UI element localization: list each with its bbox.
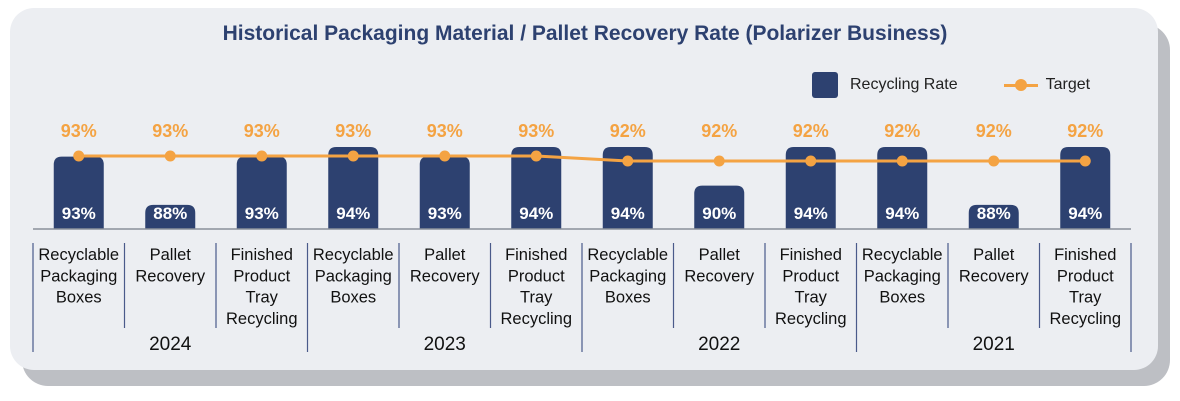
bar-value-label-4: 94% (336, 204, 370, 223)
category-label-9-line-1: Finished (780, 246, 842, 264)
bar-value-label-2: 88% (153, 204, 187, 223)
category-label-11-line-1: Pallet (973, 246, 1015, 264)
legend-swatch-recycling-rate (812, 72, 838, 98)
group-label-2021: 2021 (973, 334, 1015, 355)
target-value-label-10: 92% (884, 121, 920, 141)
bar-8 (694, 185, 745, 229)
legend: Recycling Rate Target (812, 72, 1090, 98)
chart-title: Historical Packaging Material / Pallet R… (222, 22, 948, 45)
category-label-4-line-3: Boxes (330, 289, 376, 307)
category-label-1-line-2: Packaging (40, 267, 117, 285)
target-point-12 (1079, 155, 1091, 167)
bar-5 (419, 156, 470, 229)
category-label-1-line-1: Recyclable (38, 246, 119, 264)
category-label-2-line-1: Pallet (150, 246, 192, 264)
legend-label-recycling-rate: Recycling Rate (850, 76, 958, 93)
target-value-label-4: 93% (335, 121, 371, 141)
category-label-6-line-3: Tray (520, 289, 553, 307)
category-label-6-line-1: Finished (505, 246, 567, 264)
target-value-label-11: 92% (976, 121, 1012, 141)
bar-2 (145, 204, 196, 229)
category-label-12-line-4: Recycling (1049, 310, 1121, 328)
category-label-2-line-2: Recovery (135, 267, 205, 285)
target-value-label-7: 92% (610, 121, 646, 141)
category-label-4-line-2: Packaging (315, 267, 392, 285)
target-point-5 (439, 150, 451, 162)
target-value-label-9: 92% (793, 121, 829, 141)
category-label-8-line-1: Pallet (699, 246, 741, 264)
legend-swatch-target (1003, 79, 1038, 91)
category-label-9-line-4: Recycling (775, 310, 847, 328)
category-label-3-line-3: Tray (246, 289, 279, 307)
category-label-1-line-3: Boxes (56, 289, 102, 307)
category-label-9-line-2: Product (782, 267, 839, 285)
target-point-2 (164, 150, 176, 162)
bar-value-label-5: 93% (428, 204, 462, 223)
category-label-7-line-1: Recyclable (587, 246, 668, 264)
target-line (78, 154, 1086, 163)
category-label-12-line-2: Product (1057, 267, 1114, 285)
bar-3 (236, 156, 287, 229)
category-label-3-line-4: Recycling (226, 310, 298, 328)
category-label-11-line-2: Recovery (959, 267, 1029, 285)
bar-10 (877, 147, 928, 229)
target-point-4 (347, 150, 359, 162)
category-label-8-line-2: Recovery (684, 267, 754, 285)
category-label-9-line-3: Tray (795, 289, 828, 307)
target-point-6 (530, 150, 542, 162)
group-label-2023: 2023 (424, 334, 466, 355)
bar-value-label-3: 93% (245, 204, 279, 223)
bar-value-label-12: 94% (1068, 204, 1102, 223)
category-label-5-line-2: Recovery (410, 267, 480, 285)
target-point-10 (896, 155, 908, 167)
category-label-7-line-2: Packaging (589, 267, 666, 285)
target-point-9 (805, 155, 817, 167)
bar-1 (53, 156, 104, 229)
category-label-3-line-1: Finished (231, 246, 293, 264)
target-value-label-6: 93% (518, 121, 554, 141)
category-label-10-line-3: Boxes (879, 289, 925, 307)
category-label-10-line-2: Packaging (864, 267, 941, 285)
target-value-label-5: 93% (427, 121, 463, 141)
bar-value-label-7: 94% (611, 204, 645, 223)
chart-card (10, 8, 1158, 370)
bar-11 (968, 204, 1019, 229)
bar-value-label-10: 94% (885, 204, 919, 223)
category-label-12-line-3: Tray (1069, 289, 1102, 307)
target-point-3 (256, 150, 268, 162)
category-label-12-line-1: Finished (1054, 246, 1116, 264)
target-value-label-12: 92% (1067, 121, 1103, 141)
category-label-7-line-3: Boxes (605, 289, 651, 307)
category-label-6-line-2: Product (508, 267, 565, 285)
category-label-3-line-2: Product (233, 267, 290, 285)
bar-value-label-9: 94% (794, 204, 828, 223)
bar-value-label-11: 88% (977, 204, 1011, 223)
category-label-5-line-1: Pallet (424, 246, 466, 264)
target-point-1 (73, 150, 85, 162)
bar-value-label-1: 93% (62, 204, 96, 223)
bar-12 (1060, 147, 1111, 229)
target-point-7 (622, 155, 634, 167)
target-value-label-8: 92% (701, 121, 737, 141)
target-point-8 (713, 155, 725, 167)
category-label-10-line-1: Recyclable (862, 246, 943, 264)
group-label-2024: 2024 (149, 334, 192, 355)
category-label-6-line-4: Recycling (500, 310, 572, 328)
bar-9 (785, 147, 836, 229)
target-value-label-3: 93% (244, 121, 280, 141)
bar-value-label-6: 94% (519, 204, 553, 223)
bar-6 (511, 147, 562, 229)
bar-4 (328, 147, 379, 229)
category-label-4-line-1: Recyclable (313, 246, 394, 264)
target-point-11 (988, 155, 1000, 167)
bar-value-label-8: 90% (702, 204, 736, 223)
target-value-label-1: 93% (61, 121, 97, 141)
group-label-2022: 2022 (698, 334, 740, 355)
bar-7 (602, 147, 653, 229)
legend-label-target: Target (1045, 76, 1091, 93)
target-value-label-2: 93% (152, 121, 188, 141)
